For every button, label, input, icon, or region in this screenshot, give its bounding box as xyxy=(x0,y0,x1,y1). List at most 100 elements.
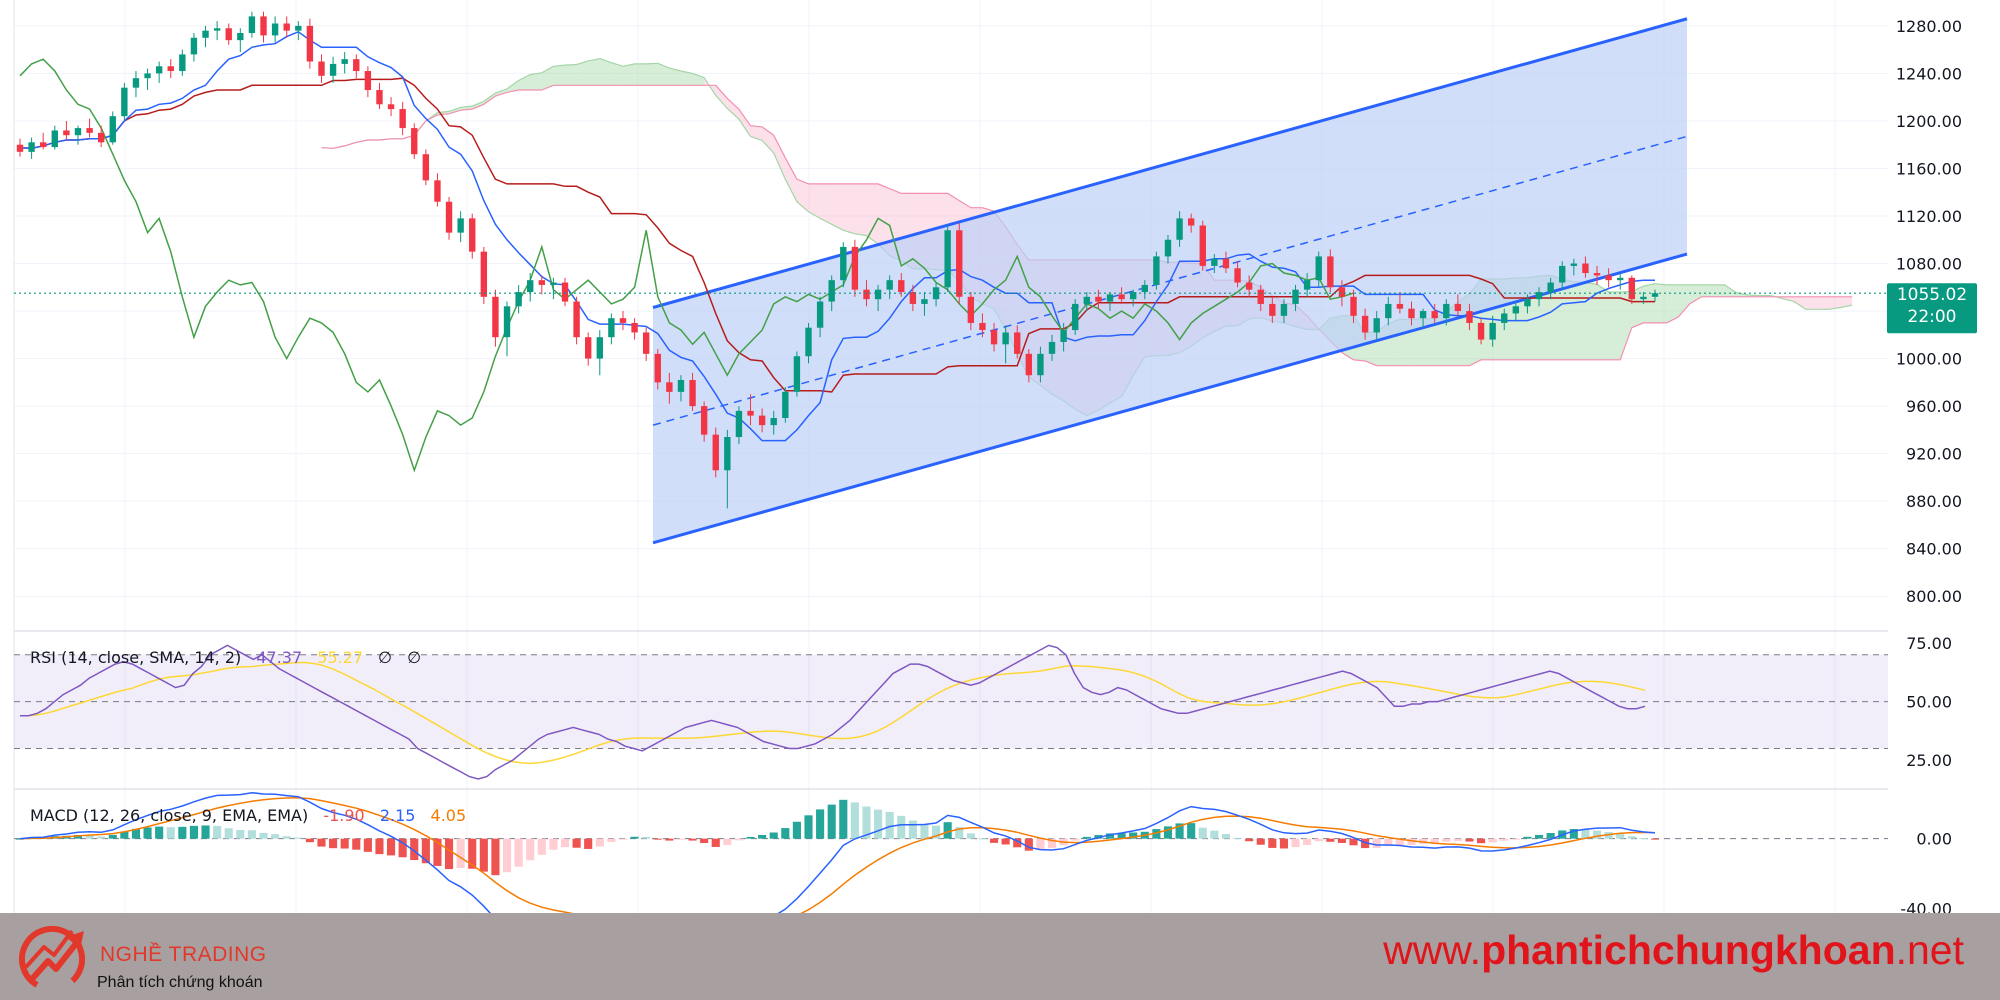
cloud-segment xyxy=(1712,284,1725,297)
candle-body xyxy=(1466,311,1473,323)
macd-histogram-bar xyxy=(1546,832,1555,839)
candle-body xyxy=(631,322,638,333)
candle-body xyxy=(248,16,256,34)
macd-histogram-bar xyxy=(862,806,871,839)
macd-histogram-bar xyxy=(387,838,396,856)
macd-histogram-bar xyxy=(1592,830,1602,839)
candle-body xyxy=(434,180,441,202)
candle-body xyxy=(179,54,186,72)
candle-body xyxy=(260,16,267,36)
macd-hist-value: -1.90 xyxy=(323,806,364,825)
macd-histogram-bar xyxy=(1291,838,1300,848)
macd-histogram-bar xyxy=(989,838,999,843)
website-url[interactable]: www.phantichchungkhoan.net xyxy=(1383,927,1964,974)
url-suffix: .net xyxy=(1895,927,1964,973)
macd-histogram-bar xyxy=(746,836,755,839)
price-pane[interactable] xyxy=(14,11,1888,545)
macd-histogram-bar xyxy=(526,838,535,861)
macd-histogram-bar xyxy=(1245,838,1254,842)
candle-body xyxy=(909,292,917,304)
macd-line xyxy=(19,791,1656,933)
candle-body xyxy=(364,71,372,91)
price-tick-label: 960.00 xyxy=(1906,397,1962,416)
macd-histogram-bar xyxy=(1395,838,1404,846)
candle-body xyxy=(202,30,209,38)
macd-histogram-bar xyxy=(630,836,639,839)
macd-pane[interactable]: MACD (12, 26, close, 9, EMA, EMA) -1.90 … xyxy=(14,791,1888,933)
macd-histogram-bar xyxy=(1326,838,1335,842)
candle-body xyxy=(492,296,499,338)
candle-body xyxy=(700,406,708,435)
cloud-segment xyxy=(1585,282,1598,360)
candle-body xyxy=(155,66,163,74)
macd-histogram-bar xyxy=(734,838,743,841)
cloud-segment xyxy=(495,88,508,96)
candle-body xyxy=(190,37,198,55)
macd-histogram-bar xyxy=(1256,838,1265,845)
tenkan-line xyxy=(19,30,1655,442)
macd-tick-label: 0.00 xyxy=(1916,830,1952,849)
macd-histogram-bar xyxy=(1094,835,1103,839)
candle-body xyxy=(863,289,870,300)
macd-histogram-bar xyxy=(1523,836,1532,839)
macd-histogram-bar xyxy=(1639,838,1648,840)
candle-body xyxy=(1083,296,1090,304)
candle-body xyxy=(1037,353,1044,376)
macd-histogram-bar xyxy=(1071,838,1080,841)
candle-body xyxy=(1570,263,1578,266)
macd-histogram-bar xyxy=(236,829,245,839)
rsi-label: RSI (14, close, SMA, 14, 2) xyxy=(30,648,241,667)
cloud-segment xyxy=(843,183,855,234)
price-tick-label: 920.00 xyxy=(1906,445,1962,464)
ichimoku-lines xyxy=(19,30,1655,473)
url-domain: phantichchungkhoan xyxy=(1481,927,1896,973)
cloud-segment xyxy=(565,64,577,86)
candle-body xyxy=(387,104,395,110)
macd-histogram-bar xyxy=(1268,838,1277,848)
candle-body xyxy=(932,287,940,300)
cloud-segment xyxy=(1678,284,1690,317)
price-axis[interactable]: 1280.00 1240.00 1200.00 1160.00 1120.00 1080.… xyxy=(1896,17,1962,606)
candle-body xyxy=(1477,322,1485,340)
candle-body xyxy=(132,78,140,88)
candle-body xyxy=(654,353,661,383)
rsi-tick-label: 25.00 xyxy=(1906,751,1952,770)
rsi-extra-1: ∅ xyxy=(378,648,392,667)
candle-body xyxy=(63,130,70,136)
candle-body xyxy=(1396,303,1404,309)
brand-tagline: Phân tích chứng khoán xyxy=(97,974,263,991)
candle-body xyxy=(341,59,348,64)
candle-body xyxy=(1385,303,1392,319)
cloud-segment xyxy=(1608,292,1621,360)
cloud-segment xyxy=(1840,296,1853,308)
macd-histogram-bar xyxy=(514,838,523,867)
candle-body xyxy=(503,306,511,338)
macd-histogram-bar xyxy=(1152,829,1161,839)
macd-histogram-bar xyxy=(155,826,164,839)
candle-body xyxy=(1118,294,1125,300)
macd-histogram-bar xyxy=(433,838,442,866)
candle-body xyxy=(51,130,58,148)
cloud-segment xyxy=(1817,296,1829,310)
macd-histogram-bar xyxy=(978,838,987,840)
candle-body xyxy=(1593,273,1601,276)
macd-histogram-bar xyxy=(1488,838,1497,843)
cloud-segment xyxy=(692,73,705,86)
macd-line-value: 2.15 xyxy=(380,806,416,825)
candle-body xyxy=(1605,275,1612,281)
macd-histogram-bar xyxy=(143,827,152,839)
macd-histogram-bar xyxy=(1384,838,1393,847)
macd-signal-line xyxy=(19,797,1656,927)
candle-body xyxy=(805,327,812,357)
macd-histogram-bar xyxy=(97,836,106,839)
candle-body xyxy=(712,434,719,471)
candle-body xyxy=(898,280,905,293)
last-price-countdown: 22:00 xyxy=(1908,307,1957,327)
macd-histogram-bar xyxy=(1500,838,1509,841)
candle-body xyxy=(1153,256,1160,285)
candle-body xyxy=(1524,299,1531,307)
rsi-pane[interactable]: RSI (14, close, SMA, 14, 2) 47.37 55.27 … xyxy=(14,644,1888,780)
candle-body xyxy=(306,25,314,62)
